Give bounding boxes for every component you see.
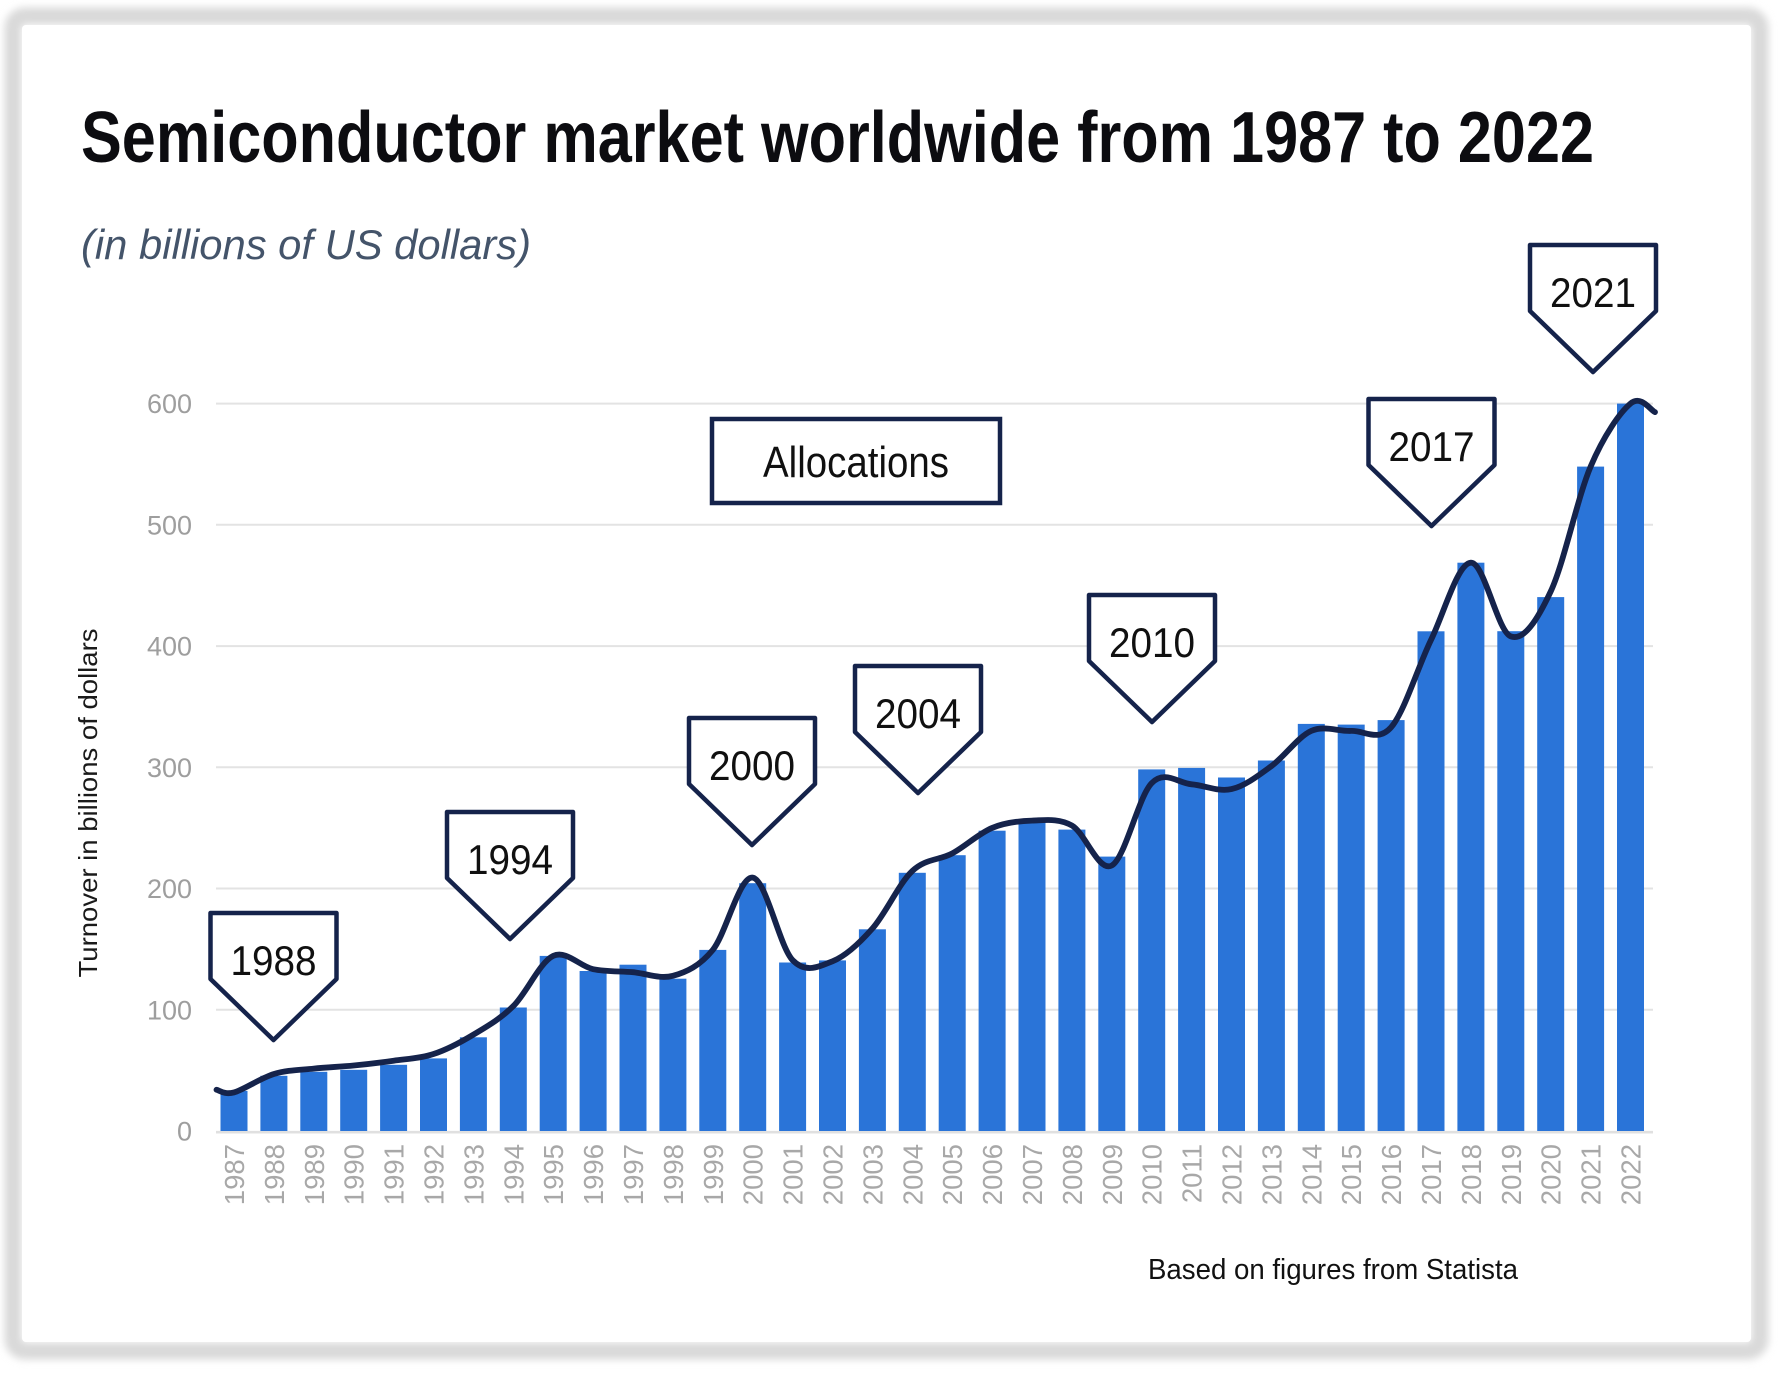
svg-text:2004: 2004 [897, 1144, 928, 1205]
svg-text:1996: 1996 [578, 1144, 609, 1205]
svg-text:2022: 2022 [1616, 1144, 1647, 1205]
svg-text:2001: 2001 [778, 1144, 809, 1205]
svg-text:2011: 2011 [1177, 1144, 1208, 1203]
svg-text:1997: 1997 [618, 1144, 649, 1205]
svg-text:500: 500 [147, 510, 192, 540]
svg-text:Allocations: Allocations [763, 438, 949, 487]
svg-text:1991: 1991 [379, 1144, 410, 1205]
svg-text:Semiconductor market worldwide: Semiconductor market worldwide from 1987… [81, 98, 1594, 178]
svg-text:2017: 2017 [1389, 423, 1475, 470]
svg-text:2000: 2000 [738, 1144, 769, 1205]
svg-text:1993: 1993 [458, 1144, 489, 1205]
svg-text:1989: 1989 [299, 1144, 330, 1205]
svg-text:2002: 2002 [818, 1144, 849, 1205]
svg-text:2014: 2014 [1296, 1144, 1327, 1205]
svg-text:2006: 2006 [977, 1144, 1008, 1205]
svg-text:Turnover in billions of dollar: Turnover in billions of dollars [73, 629, 103, 978]
svg-text:2009: 2009 [1097, 1144, 1128, 1205]
svg-text:2015: 2015 [1336, 1144, 1367, 1205]
svg-text:2016: 2016 [1376, 1144, 1407, 1205]
svg-text:100: 100 [147, 995, 192, 1025]
svg-text:1994: 1994 [467, 836, 553, 883]
svg-text:2013: 2013 [1256, 1144, 1287, 1205]
svg-text:2017: 2017 [1416, 1144, 1447, 1205]
svg-text:Based on figures from Statista: Based on figures from Statista [1148, 1254, 1519, 1286]
svg-text:2000: 2000 [709, 742, 795, 789]
svg-text:1988: 1988 [231, 937, 317, 984]
svg-text:(in billions of US dollars): (in billions of US dollars) [81, 221, 531, 268]
svg-text:2004: 2004 [875, 690, 961, 737]
svg-text:2012: 2012 [1217, 1144, 1248, 1205]
svg-text:0: 0 [177, 1117, 192, 1147]
svg-text:1994: 1994 [498, 1144, 529, 1205]
svg-text:2020: 2020 [1536, 1144, 1567, 1205]
svg-text:1992: 1992 [419, 1144, 450, 1205]
svg-text:2005: 2005 [937, 1144, 968, 1205]
svg-text:2010: 2010 [1109, 619, 1195, 666]
svg-text:1995: 1995 [538, 1144, 569, 1205]
svg-text:2010: 2010 [1137, 1144, 1168, 1205]
svg-text:1990: 1990 [339, 1144, 370, 1205]
svg-text:2003: 2003 [857, 1144, 888, 1205]
svg-text:2021: 2021 [1550, 269, 1636, 316]
svg-text:1998: 1998 [658, 1144, 689, 1205]
svg-text:600: 600 [147, 389, 192, 419]
svg-text:2007: 2007 [1017, 1144, 1048, 1205]
svg-text:2019: 2019 [1496, 1144, 1527, 1205]
svg-text:1987: 1987 [219, 1144, 250, 1205]
svg-text:2021: 2021 [1576, 1144, 1607, 1205]
svg-text:2008: 2008 [1057, 1144, 1088, 1205]
svg-text:2018: 2018 [1456, 1144, 1487, 1205]
svg-text:1999: 1999 [698, 1144, 729, 1205]
svg-text:400: 400 [147, 632, 192, 662]
svg-text:1988: 1988 [259, 1144, 290, 1205]
svg-text:300: 300 [147, 753, 192, 783]
svg-text:200: 200 [147, 874, 192, 904]
